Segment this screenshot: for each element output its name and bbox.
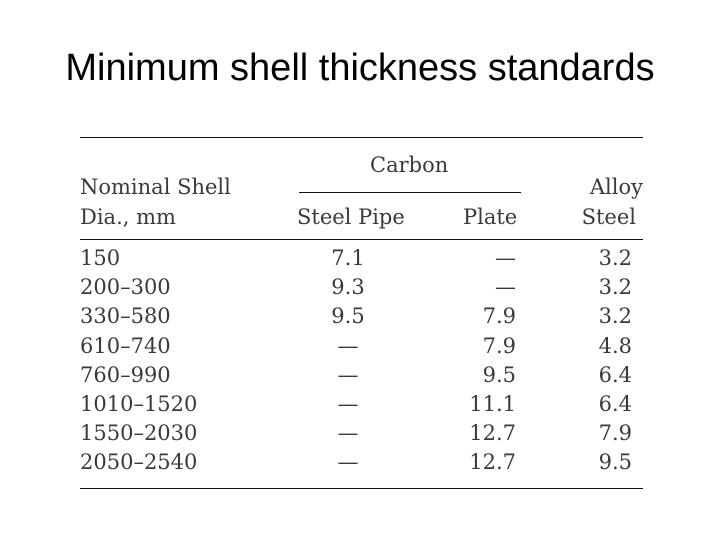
cell-steel-pipe: 9.3 (331, 275, 365, 300)
table-row: 2050–2540 — 12.7 9.5 (80, 448, 643, 477)
cell-plate: 7.9 (482, 304, 516, 329)
cell-dia: 330–580 (80, 304, 171, 329)
table-row: 150 7.1 — 3.2 (80, 244, 643, 273)
cell-dia: 2050–2540 (80, 450, 198, 475)
cell-plate: — (495, 246, 516, 270)
carbon-group-rule (299, 192, 521, 193)
cell-dia: 1010–1520 (80, 392, 198, 416)
table-row: 1010–1520 — 11.1 6.4 (80, 390, 643, 419)
header-carbon: Carbon (370, 153, 449, 177)
cell-alloy-steel: 3.2 (598, 304, 632, 329)
cell-plate: — (495, 275, 516, 300)
cell-alloy-steel: 6.4 (598, 392, 632, 416)
cell-steel-pipe: 9.5 (331, 304, 365, 329)
cell-dia: 200–300 (80, 275, 171, 300)
cell-steel-pipe: 7.1 (331, 246, 365, 270)
cell-plate: 7.9 (482, 333, 516, 358)
header-nominal-line2: Dia., mm (80, 205, 176, 229)
cell-steel-pipe: — (337, 450, 359, 475)
cell-dia: 610–740 (80, 333, 171, 358)
cell-dia: 760–990 (80, 362, 171, 387)
cell-steel-pipe: — (337, 421, 359, 446)
header-steel-pipe: Steel Pipe (297, 205, 405, 229)
cell-alloy-steel: 4.8 (598, 333, 632, 358)
slide-title: Minimum shell thickness standards (65, 47, 655, 89)
cell-plate: 12.7 (469, 421, 516, 446)
cell-steel-pipe: — (337, 333, 359, 358)
cell-steel-pipe: — (337, 362, 359, 387)
table-bottom-rule (80, 488, 643, 489)
cell-alloy-steel: 7.9 (598, 421, 632, 446)
cell-steel-pipe: — (337, 392, 359, 416)
thickness-table: Carbon Nominal Shell Dia., mm Steel Pipe… (80, 130, 643, 490)
cell-alloy-steel: 3.2 (598, 275, 632, 300)
cell-dia: 150 (80, 246, 121, 270)
cell-alloy-steel: 6.4 (598, 362, 632, 387)
header-nominal-line1: Nominal Shell (80, 175, 231, 199)
header-alloy-line2: Steel (581, 205, 636, 229)
table-row: 610–740 — 7.9 4.8 (80, 332, 643, 361)
cell-alloy-steel: 3.2 (598, 246, 632, 270)
table-row: 1550–2030 — 12.7 7.9 (80, 419, 643, 448)
cell-plate: 12.7 (469, 450, 516, 475)
cell-plate: 11.1 (469, 392, 516, 416)
table-top-rule (80, 137, 643, 138)
header-bottom-rule (80, 239, 643, 240)
cell-dia: 1550–2030 (80, 421, 198, 446)
table-row: 760–990 — 9.5 6.4 (80, 361, 643, 390)
header-alloy-line1: Alloy (589, 175, 643, 199)
header-plate: Plate (463, 205, 518, 229)
table-row: 200–300 9.3 — 3.2 (80, 273, 643, 302)
cell-alloy-steel: 9.5 (598, 450, 632, 475)
table-row: 330–580 9.5 7.9 3.2 (80, 302, 643, 331)
cell-plate: 9.5 (482, 362, 516, 387)
